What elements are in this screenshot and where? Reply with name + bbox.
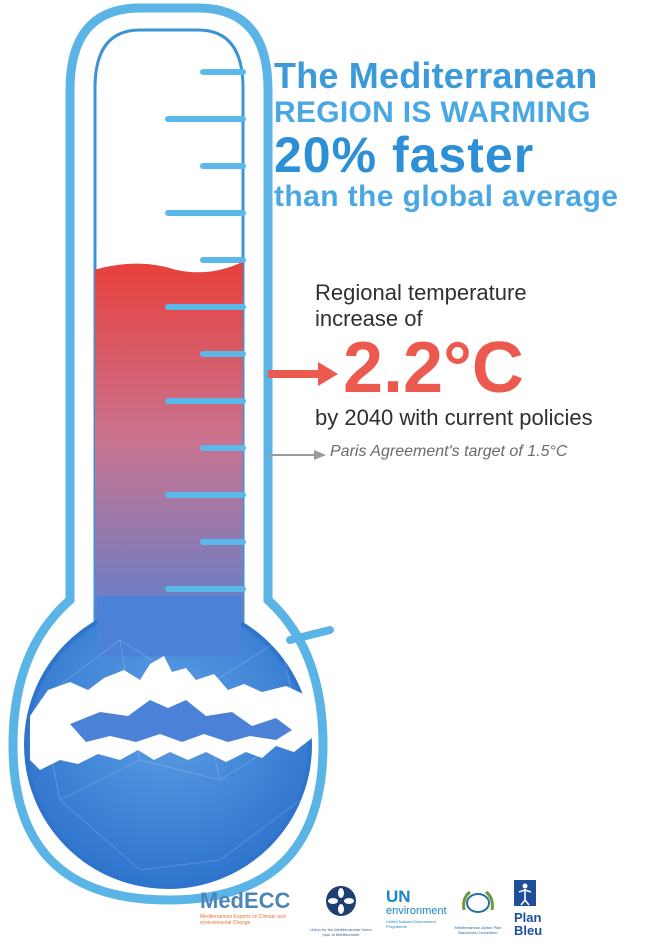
regional-label-line-2: increase of [315, 306, 423, 331]
temperature-row: 2.2°C [268, 332, 628, 408]
unep-name-2: environment [386, 905, 447, 917]
headline-line-2: REGION IS WARMING [274, 96, 591, 129]
medecc-name: MedECC [200, 888, 291, 913]
medecc-logo: MedECC Mediterranean Experts on Climate … [200, 888, 310, 927]
map-laurel-icon [462, 890, 494, 913]
policy-context: by 2040 with current policies [315, 405, 593, 430]
headline-line-1: The Mediterranean [274, 55, 598, 96]
headline: The Mediterranean REGION IS WARMING 20% … [274, 58, 649, 212]
regional-label-line-1: Regional temperature [315, 280, 527, 305]
ufm-text: Union for the Mediterranean Union pour l… [310, 927, 372, 937]
tube-outline [8, 3, 328, 905]
plan-bleu-figure-icon [514, 880, 536, 906]
plan-bleu-line-1: Plan [514, 910, 542, 925]
plan-bleu-line-2: Bleu [514, 923, 543, 938]
grey-arrow-icon [268, 450, 326, 460]
unep-logo: UN environment United Nations Environmen… [386, 887, 447, 929]
plan-bleu-logo: Plan Bleu [514, 880, 554, 937]
partner-logos: MedECC Mediterranean Experts on Climate … [190, 880, 653, 944]
ufm-emblem-icon [326, 886, 356, 916]
headline-line-4: than the global average [274, 180, 619, 213]
red-arrow-icon [268, 362, 338, 386]
regional-increase-label: Regional temperature increase of [315, 280, 635, 332]
map-sea [70, 700, 292, 742]
unep-subtitle: United Nations Environment Programme [386, 919, 436, 929]
medecc-subtitle: Mediterranean Experts on Climate and env… [200, 914, 286, 926]
bulb-neck [97, 596, 241, 656]
map-logo: Mediterranean Action Plan Barcelona Conv… [446, 888, 510, 935]
temperature-value: 2.2°C [343, 328, 524, 408]
mercury-fill [95, 261, 243, 640]
unep-name: UN [386, 887, 411, 906]
headline-line-3: 20% faster [274, 127, 535, 183]
ufm-logo: Union for the Mediterranean Union pour l… [308, 884, 374, 937]
paris-target-text: Paris Agreement's target of 1.5°C [330, 443, 568, 460]
map-subtitle: Mediterranean Action Plan Barcelona Conv… [454, 925, 502, 935]
paris-target-row: Paris Agreement's target of 1.5°C [268, 443, 638, 467]
